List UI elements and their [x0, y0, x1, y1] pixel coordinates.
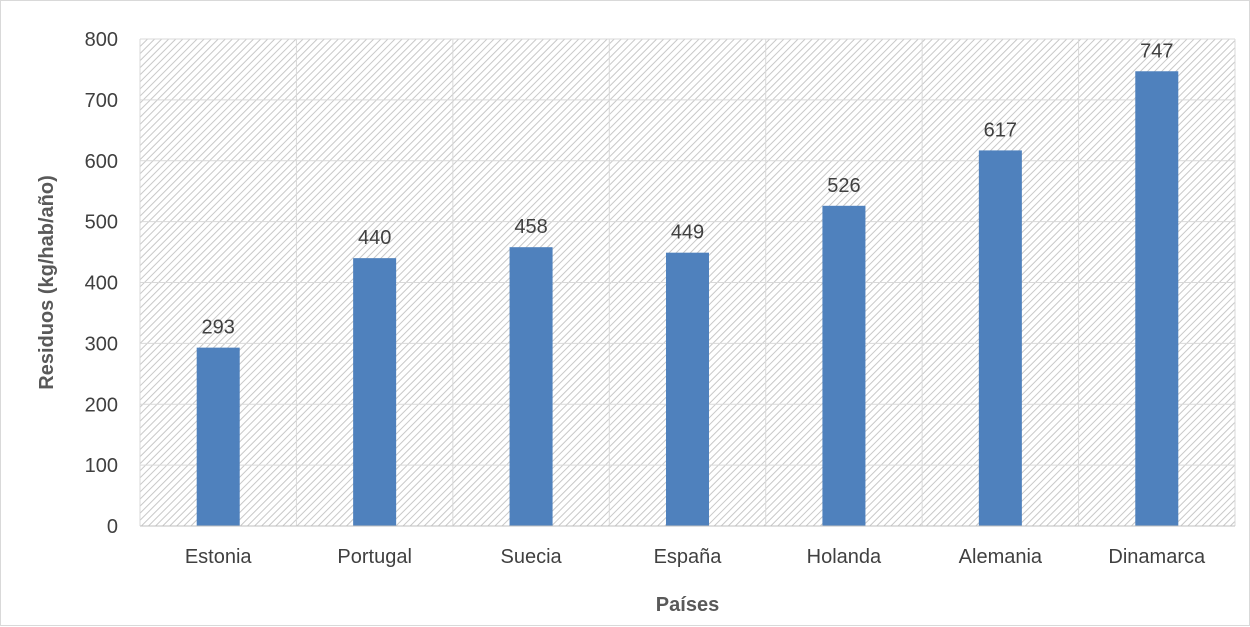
y-tick-label: 100 [85, 455, 118, 477]
data-label: 526 [827, 175, 860, 197]
data-label: 747 [1140, 40, 1173, 62]
y-axis-ticks: 0 100 200 300 400 500 600 700 800 [85, 29, 118, 538]
y-tick-label: 200 [85, 394, 118, 416]
bar [665, 252, 710, 526]
x-tick-label: Dinamarca [1108, 546, 1206, 568]
y-tick-label: 0 [107, 516, 118, 538]
y-axis-title: Residuos (kg/hab/año) [36, 175, 58, 389]
x-axis-title: Países [656, 594, 719, 616]
x-tick-label: Suecia [500, 546, 562, 568]
bar [978, 150, 1022, 526]
y-tick-label: 800 [85, 29, 118, 51]
data-labels: 293 440 458 449 526 617 747 [202, 40, 1174, 338]
data-label: 449 [671, 222, 704, 244]
data-label: 458 [514, 216, 547, 238]
y-tick-label: 300 [85, 333, 118, 355]
x-tick-label: España [654, 546, 723, 568]
data-label: 293 [202, 317, 235, 339]
bar [196, 347, 240, 526]
x-axis-ticks: Estonia Portugal Suecia España Holanda Aleman… [185, 546, 1206, 568]
y-tick-label: 600 [85, 151, 118, 173]
bar [509, 247, 553, 526]
bar [1135, 71, 1179, 527]
y-tick-label: 700 [85, 90, 118, 112]
x-tick-label: Estonia [185, 546, 253, 568]
x-tick-label: Alemania [959, 546, 1043, 568]
data-label: 440 [358, 227, 391, 249]
bar [353, 258, 397, 526]
bar [822, 205, 866, 527]
x-tick-label: Holanda [807, 546, 882, 568]
y-tick-label: 500 [85, 212, 118, 234]
y-tick-label: 400 [85, 273, 118, 295]
data-label: 617 [984, 119, 1017, 141]
bars [196, 71, 1179, 527]
x-tick-label: Portugal [337, 546, 412, 568]
